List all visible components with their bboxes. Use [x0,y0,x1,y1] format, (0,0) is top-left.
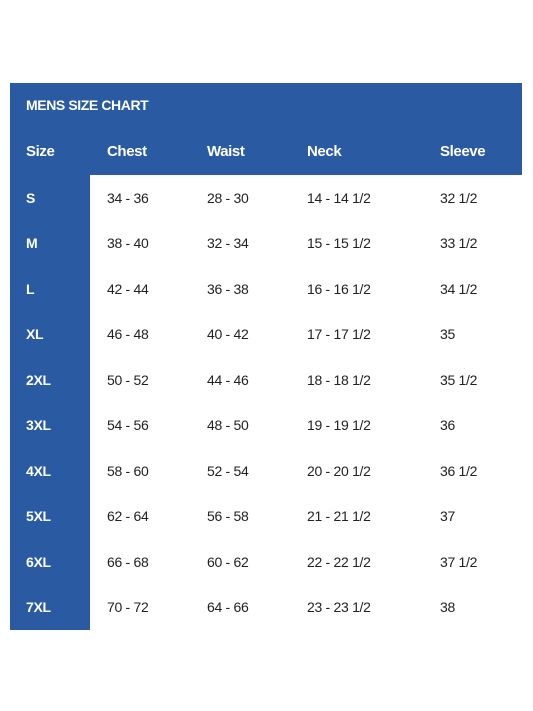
size-cell: 4XL [26,462,51,479]
size-cell: 2XL [26,371,51,388]
sleeve-cell: 35 [440,326,455,343]
waist-cell: 28 - 30 [207,189,249,206]
size-cell: 7XL [26,599,51,616]
chest-cell: 62 - 64 [107,508,149,525]
table-row: 6XL 66 - 68 60 - 62 22 - 22 1/2 37 1/2 [10,539,522,585]
column-header-chest: Chest [107,143,147,160]
chest-cell: 34 - 36 [107,189,149,206]
column-header-waist: Waist [207,143,245,160]
chest-cell: 66 - 68 [107,553,149,570]
size-cell: L [26,280,35,297]
sleeve-cell: 35 1/2 [440,371,478,388]
table-row: L 42 - 44 36 - 38 16 - 16 1/2 34 1/2 [10,266,522,312]
sleeve-cell: 33 1/2 [440,235,478,252]
table-row: 2XL 50 - 52 44 - 46 18 - 18 1/2 35 1/2 [10,357,522,403]
size-column-background [10,175,90,630]
waist-cell: 44 - 46 [207,371,249,388]
chart-title: MENS SIZE CHART [10,83,522,128]
size-cell: 3XL [26,417,51,434]
chest-cell: 70 - 72 [107,599,149,616]
neck-cell: 20 - 20 1/2 [307,462,371,479]
chest-cell: 58 - 60 [107,462,149,479]
waist-cell: 64 - 66 [207,599,249,616]
sleeve-cell: 32 1/2 [440,189,478,206]
table-body: S 34 - 36 28 - 30 14 - 14 1/2 32 1/2 M 3… [10,175,522,630]
size-chart-table: MENS SIZE CHART Size Chest Waist Neck Sl… [10,83,522,630]
column-header-neck: Neck [307,143,342,160]
waist-cell: 48 - 50 [207,417,249,434]
column-header-sleeve: Sleeve [440,143,486,160]
sleeve-cell: 37 1/2 [440,553,478,570]
waist-cell: 40 - 42 [207,326,249,343]
chest-cell: 46 - 48 [107,326,149,343]
neck-cell: 19 - 19 1/2 [307,417,371,434]
sleeve-cell: 36 1/2 [440,462,478,479]
waist-cell: 56 - 58 [207,508,249,525]
chest-cell: 54 - 56 [107,417,149,434]
size-cell: S [26,189,36,206]
neck-cell: 23 - 23 1/2 [307,599,371,616]
chest-cell: 42 - 44 [107,280,149,297]
column-header-size: Size [26,143,55,160]
waist-cell: 60 - 62 [207,553,249,570]
waist-cell: 52 - 54 [207,462,249,479]
table-row: S 34 - 36 28 - 30 14 - 14 1/2 32 1/2 [10,175,522,221]
neck-cell: 14 - 14 1/2 [307,189,371,206]
waist-cell: 36 - 38 [207,280,249,297]
neck-cell: 16 - 16 1/2 [307,280,371,297]
size-cell: M [26,235,38,252]
table-row: 7XL 70 - 72 64 - 66 23 - 23 1/2 38 [10,585,522,631]
waist-cell: 32 - 34 [207,235,249,252]
neck-cell: 17 - 17 1/2 [307,326,371,343]
sleeve-cell: 38 [440,599,455,616]
neck-cell: 21 - 21 1/2 [307,508,371,525]
table-row: M 38 - 40 32 - 34 15 - 15 1/2 33 1/2 [10,221,522,267]
neck-cell: 22 - 22 1/2 [307,553,371,570]
table-row: 5XL 62 - 64 56 - 58 21 - 21 1/2 37 [10,494,522,540]
table-row: 3XL 54 - 56 48 - 50 19 - 19 1/2 36 [10,403,522,449]
header-row: Size Chest Waist Neck Sleeve [10,128,522,175]
chest-cell: 38 - 40 [107,235,149,252]
size-cell: 6XL [26,553,51,570]
table-row: XL 46 - 48 40 - 42 17 - 17 1/2 35 [10,312,522,358]
sleeve-cell: 36 [440,417,455,434]
sleeve-cell: 34 1/2 [440,280,478,297]
table-row: 4XL 58 - 60 52 - 54 20 - 20 1/2 36 1/2 [10,448,522,494]
chest-cell: 50 - 52 [107,371,149,388]
size-cell: XL [26,326,44,343]
size-cell: 5XL [26,508,51,525]
neck-cell: 18 - 18 1/2 [307,371,371,388]
neck-cell: 15 - 15 1/2 [307,235,371,252]
sleeve-cell: 37 [440,508,455,525]
